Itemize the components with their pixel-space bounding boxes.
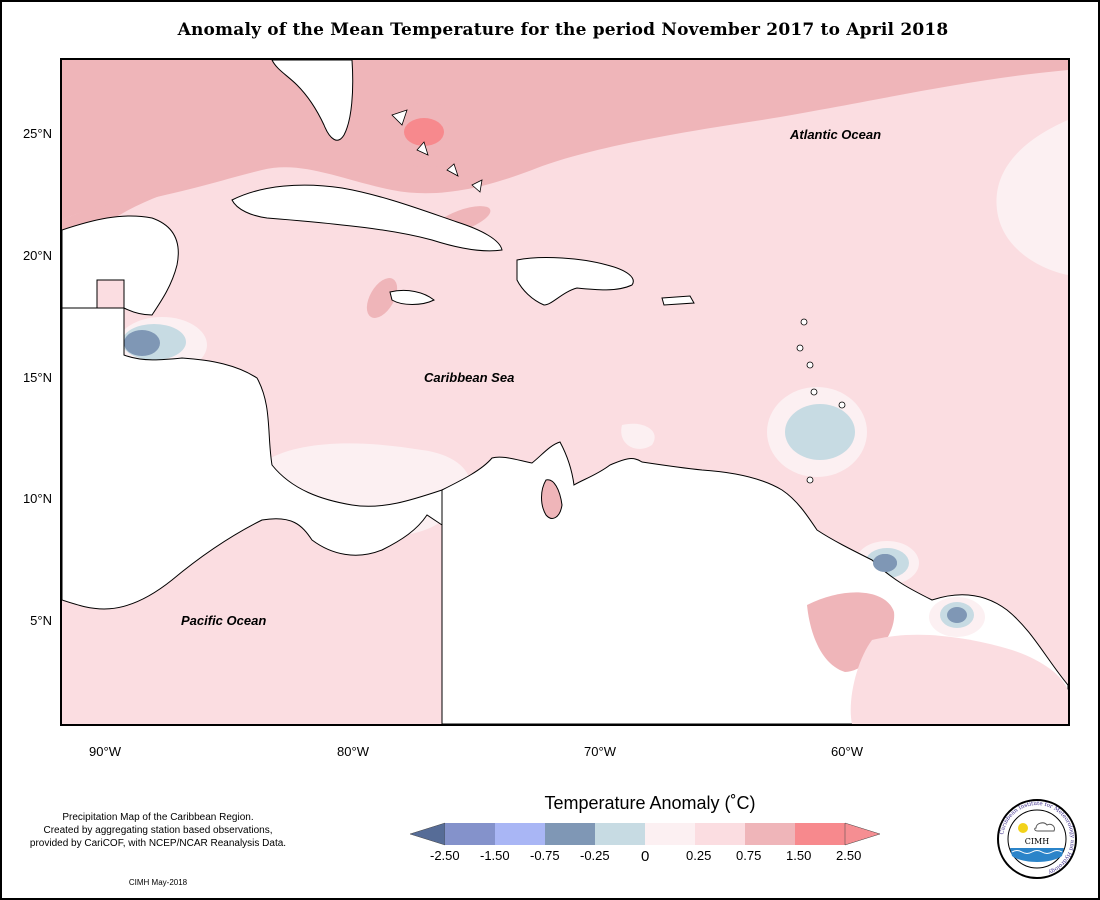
legend-tick-3: -0.25 [580,848,610,863]
island-1 [800,318,808,326]
anomaly-caribbean-light [621,423,655,449]
cimh-logo: CIMH Caribbean Institute for Meteorology… [997,799,1077,879]
legend-tick-8: 2.50 [836,848,862,863]
lon-label-70w: 70°W [584,744,616,759]
map-title: Anomaly of the Mean Temperature for the … [177,20,949,40]
legend-tick-4: 0 [641,848,650,865]
logo-cloud-icon [1034,822,1055,832]
lat-label-25n: 25°N [22,126,52,141]
lat-label-10n: 10°N [22,491,52,506]
island-4 [810,388,818,396]
legend-swatch-5 [645,823,695,845]
legend-swatch-6 [695,823,745,845]
legend-tick-1: -1.50 [480,848,510,863]
logo-wave-icon [1011,850,1063,854]
lat-label-15n: 15°N [22,370,52,385]
anomaly-atlantic-light [996,120,1068,275]
legend-tick-6: 0.75 [736,848,762,863]
logo-sun-icon [1018,823,1028,833]
source-date: CIMH May-2018 [128,878,188,887]
logo-center-text: CIMH [1025,837,1049,846]
legend-colorbar [409,822,881,846]
anomaly-map [62,60,1068,724]
map-panel [60,58,1070,726]
legend-swatch-3 [545,823,595,845]
label-caribbean-sea: Caribbean Sea [424,370,515,385]
lake-maracaibo [541,479,563,519]
legend-tick-5: 0.25 [686,848,712,863]
legend-swatch-4 [595,823,645,845]
legend-swatch-0 [409,822,446,846]
label-pacific-ocean: Pacific Ocean [181,613,267,628]
lon-label-90w: 90°W [89,744,121,759]
source-note-line-3: provided by CariCOF, with NCEP/NCAR Rean… [29,838,287,849]
land-cuba [231,184,503,252]
anomaly-suriname-land-cold [947,607,967,623]
land-yucatan [62,215,179,316]
legend-tick-2: -0.75 [530,848,560,863]
anomaly-bahamas-hot [404,118,444,146]
island-barbados [838,401,846,409]
anomaly-band-warm-west [62,195,162,260]
logo-water-icon [1010,848,1064,862]
anomaly-guianas-land [850,634,1068,724]
island-tobago [806,476,814,484]
island-3 [806,361,814,369]
island-2 [796,344,804,352]
source-note-line-1: Precipitation Map of the Caribbean Regio… [62,812,254,823]
legend-swatch-9 [844,822,881,846]
label-atlantic-ocean: Atlantic Ocean [790,127,882,142]
legend-tick-0: -2.50 [430,848,460,863]
land-florida [271,60,354,141]
legend-swatch-1 [445,823,495,845]
islands-bahamas [391,109,483,193]
lon-label-60w: 60°W [831,744,863,759]
land-jamaica [389,289,435,305]
legend-swatch-2 [495,823,545,845]
anomaly-antilles-cool [785,404,855,460]
land-puerto-rico [661,295,695,306]
anomaly-jamaica-streak [366,278,398,318]
legend-swatch-8 [795,823,845,845]
legend-swatch-7 [745,823,795,845]
source-note: Precipitation Map of the Caribbean Regio… [8,811,308,850]
lon-label-80w: 80°W [337,744,369,759]
lat-label-5n: 5°N [30,613,52,628]
legend-title: Temperature Anomaly (˚C) [544,793,756,813]
source-note-line-2: Created by aggregating station based obs… [43,825,273,836]
legend-tick-7: 1.50 [786,848,812,863]
anomaly-guyana-land-cold [873,554,897,572]
land-hispaniola [516,257,634,306]
lat-label-20n: 20°N [22,248,52,263]
anomaly-belize-cold [124,330,160,356]
